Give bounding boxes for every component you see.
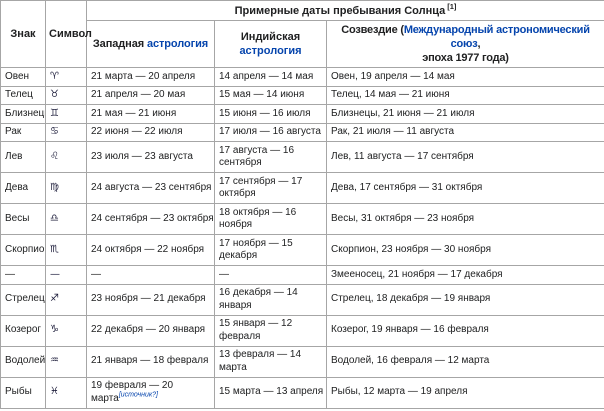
zodiac-sign-name: Весы [0,203,46,235]
western-astrology-dates: 23 июля — 23 августа [86,141,215,173]
header-constellation: Созвездие (Международный астрономический… [325,20,604,68]
zodiac-symbol-icon: ♍ [45,172,87,204]
western-astrology-dates: 22 декабря — 20 января [86,314,215,347]
constellation-epoch: эпоха 1977 года) [422,52,509,64]
table-row: Овен ♈ 21 марта — 20 апреля 14 апреля — … [0,67,604,87]
constellation-label: Созвездие ( [341,24,404,36]
header-indian-astrology: Индийская астрология [214,20,327,68]
zodiac-symbol-icon: ♉ [45,85,87,105]
table-row: — — — — Змееносец, 21 ноября — 17 декабр… [0,265,604,285]
zodiac-symbol-icon: ♏ [45,234,87,266]
constellation-dates: Водолей, 16 февраля — 12 марта [325,345,604,378]
citation-needed-link[interactable]: [источник?] [118,391,158,399]
indian-astrology-dates: 15 марта — 13 апреля [214,376,327,409]
indian-label: Индийская [240,31,301,43]
indian-astrology-dates: 14 апреля — 14 мая [214,67,327,87]
indian-astrology-link[interactable]: астрология [239,45,302,57]
header-dates-title: Примерные даты пребывания Солнца [1] [85,0,604,21]
constellation-comma: , [477,38,481,50]
zodiac-sign-name: Лев [0,141,46,173]
western-astrology-dates: — [86,265,215,285]
western-astrology-dates: 24 августа — 23 сентября [86,172,215,204]
western-astrology-dates: 21 января — 18 февраля [86,345,215,378]
indian-astrology-dates: 17 ноября — 15 декабря [214,234,327,266]
zodiac-sign-name: Скорпион [0,234,46,266]
table-row: Козерог ♑ 22 декабря — 20 января 15 янва… [0,314,604,347]
constellation-dates: Скорпион, 23 ноября — 30 ноября [325,234,604,266]
indian-astrology-dates: 17 июля — 16 августа [214,122,327,142]
indian-astrology-dates: 15 июня — 16 июля [214,104,327,124]
indian-astrology-dates: 17 августа — 16 сентября [214,141,327,173]
constellation-dates: Дева, 17 сентября — 31 октября [325,172,604,204]
table-row: Скорпион ♏ 24 октября — 22 ноября 17 ноя… [0,234,604,266]
western-astrology-dates: 21 марта — 20 апреля [86,67,215,87]
zodiac-symbol-icon: ♒ [45,345,87,378]
western-astrology-dates: 22 июня — 22 июля [86,122,215,142]
western-astrology-dates: 21 мая — 21 июня [86,104,215,124]
zodiac-symbol-icon: — [45,265,87,285]
iau-link[interactable]: Международный астрономический союз [403,24,590,50]
zodiac-sign-name: Телец [0,85,46,105]
table-row: Весы ♎ 24 сентября — 23 октября 18 октяб… [0,203,604,235]
zodiac-symbol-icon: ♈ [45,67,87,87]
zodiac-symbol-icon: ♋ [45,122,87,142]
zodiac-symbol-icon: ♓ [45,376,87,409]
constellation-dates: Змееносец, 21 ноября — 17 декабря [325,265,604,285]
table-row: Телец ♉ 21 апреля — 20 мая 15 мая — 14 и… [0,85,604,105]
indian-astrology-dates: 15 мая — 14 июня [214,85,327,105]
table-row: Рыбы ♓ 19 февраля — 20 марта[источник?] 1… [0,376,604,409]
constellation-dates: Близнецы, 21 июня — 21 июля [325,104,604,124]
indian-astrology-dates: 13 февраля — 14 марта [214,345,327,378]
table-row: Рак ♋ 22 июня — 22 июля 17 июля — 16 авг… [0,122,604,142]
zodiac-sign-name: Дева [0,172,46,204]
indian-astrology-dates: 16 декабря — 14 января [214,283,327,316]
zodiac-symbol-icon: ♎ [45,203,87,235]
constellation-dates: Рак, 21 июля — 11 августа [325,122,604,142]
reference-1-link[interactable]: [1] [447,1,457,11]
zodiac-sign-name: Козерог [0,314,46,347]
indian-astrology-dates: 17 сентября — 17 октября [214,172,327,204]
constellation-dates: Овен, 19 апреля — 14 мая [325,67,604,87]
zodiac-sign-name: Рак [0,122,46,142]
header-symbol: Символ [45,0,92,68]
table-row: Близнецы ♊ 21 мая — 21 июня 15 июня — 16… [0,104,604,124]
indian-astrology-dates: 15 января — 12 февраля [214,314,327,347]
indian-astrology-dates: 18 октября — 16 ноября [214,203,327,235]
zodiac-sign-name: Водолей [0,345,46,378]
zodiac-symbol-icon: ♑ [45,314,87,347]
western-astrology-dates: 19 февраля — 20 марта[источник?] [86,376,215,409]
constellation-dates: Рыбы, 12 марта — 19 апреля [325,376,604,409]
table-body: Овен ♈ 21 марта — 20 апреля 14 апреля — … [0,67,604,409]
table-row: Водолей ♒ 21 января — 18 февраля 13 февр… [0,345,604,378]
western-astrology-link[interactable]: астрология [146,38,209,50]
header-sign: Знак [0,0,46,68]
table-row: Стрелец ♐ 23 ноября — 21 декабря 16 дека… [0,283,604,316]
indian-astrology-dates: — [214,265,327,285]
western-label: Западная [92,38,147,50]
western-astrology-dates: 21 апреля — 20 мая [86,85,215,105]
header-western-astrology: Западная астрология [86,20,215,68]
zodiac-symbol-icon: ♊ [45,104,87,124]
constellation-dates: Телец, 14 мая — 21 июня [325,85,604,105]
zodiac-symbol-icon: ♌ [45,141,87,173]
zodiac-sign-name: Овен [0,67,46,87]
zodiac-sign-name: Стрелец [0,283,46,316]
constellation-dates: Весы, 31 октября — 23 ноября [325,203,604,235]
western-astrology-dates: 23 ноября — 21 декабря [86,283,215,316]
western-astrology-dates: 24 октября — 22 ноября [86,234,215,266]
table-row: Дева ♍ 24 августа — 23 сентября 17 сентя… [0,172,604,204]
table-row: Лев ♌ 23 июля — 23 августа 17 августа — … [0,141,604,173]
constellation-dates: Лев, 11 августа — 17 сентября [325,141,604,173]
constellation-dates: Стрелец, 18 декабря — 19 января [325,283,604,316]
dates-title-text: Примерные даты пребывания Солнца [234,4,446,17]
zodiac-sign-name: Рыбы [0,376,46,409]
zodiac-sign-name: Близнецы [0,104,46,124]
zodiac-symbol-icon: ♐ [45,283,87,316]
zodiac-sign-name: — [0,265,46,285]
constellation-dates: Козерог, 19 января — 16 февраля [325,314,604,347]
western-astrology-dates: 24 сентября — 23 октября [86,203,215,235]
